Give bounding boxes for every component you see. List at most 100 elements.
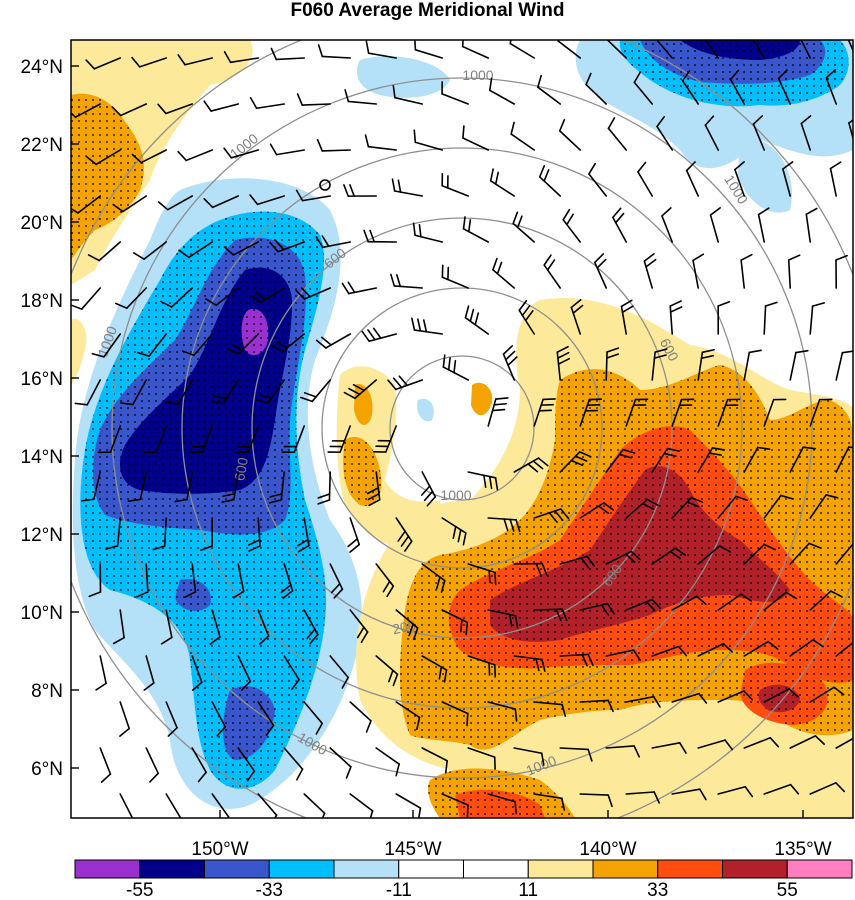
wind-barb [743, 640, 779, 657]
ring-label: 1000 [462, 67, 493, 83]
wind-barb [283, 747, 304, 781]
wind-barb [487, 609, 519, 629]
wind-barb [269, 239, 306, 253]
wind-barb [81, 471, 102, 502]
wind-barb [789, 542, 822, 565]
wind-barb [127, 471, 148, 502]
wind-barb [637, 161, 654, 197]
wind-barb [533, 793, 566, 811]
wind-barb [829, 161, 842, 197]
wind-barb [412, 222, 444, 243]
wind-barb [729, 69, 746, 105]
wind-barb [800, 40, 812, 59]
wind-barb [329, 655, 349, 689]
wind-barb [533, 701, 567, 717]
wind-barb [467, 563, 497, 586]
wind-barb [697, 447, 726, 473]
wind-barb [413, 40, 444, 59]
wind-barb [809, 782, 846, 795]
wind-barb [593, 253, 608, 289]
wind-barb [177, 149, 214, 162]
wind-barb [777, 69, 792, 105]
wind-barb [835, 446, 853, 473]
wind-barb [835, 254, 848, 289]
wind-barb [114, 287, 148, 309]
wind-barb [697, 642, 733, 657]
wind-barb [131, 56, 168, 68]
lat-label: 20°N [21, 213, 63, 234]
wind-barb [656, 116, 674, 151]
map-title: F060 Average Meridional Wind [290, 0, 565, 21]
wind-barb [538, 164, 562, 197]
colorbar-swatch [204, 859, 270, 879]
wind-barb [329, 563, 344, 599]
wind-barb [91, 333, 122, 358]
wind-barb [643, 253, 657, 289]
wind-barb [178, 241, 214, 259]
wind-barb [585, 72, 608, 105]
wind-barb [237, 747, 256, 782]
lat-label: 6°N [31, 759, 63, 780]
wind-barb [782, 161, 794, 197]
colorbar-swatch [268, 859, 335, 879]
wind-barb [543, 254, 562, 289]
wind-barb [562, 208, 582, 243]
wind-barb [205, 287, 240, 307]
wind-barb [317, 44, 352, 59]
wind-barb [203, 100, 240, 112]
wind-barb [487, 793, 517, 815]
lat-label: 24°N [21, 57, 63, 78]
wind-barb [847, 40, 853, 53]
wind-barb [165, 379, 194, 406]
wind-barb [303, 609, 319, 645]
wind-barb [363, 229, 398, 243]
wind-barb [119, 701, 130, 737]
wind-barb [255, 379, 286, 404]
colorbar: -55 -33 -11 11 33 55 [74, 859, 853, 900]
wind-barb [717, 690, 754, 703]
wind-barb [697, 348, 715, 381]
wind-barb [237, 655, 252, 691]
wind-barb [558, 118, 582, 151]
wind-barb [391, 178, 424, 197]
wind-barb [395, 517, 413, 552]
wind-barb [181, 333, 214, 357]
wind-barb [579, 699, 614, 713]
wind-barb [743, 446, 771, 473]
wind-barb [570, 299, 584, 335]
wind-barb [488, 77, 516, 105]
wind-barb [605, 745, 641, 758]
wind-barb [605, 347, 620, 381]
wind-barb [692, 253, 705, 289]
wind-barb [160, 287, 194, 308]
wind-barb [835, 641, 853, 657]
wind-barb [71, 195, 102, 214]
colorbar-swatch [139, 859, 205, 879]
wind-barb [420, 471, 437, 507]
wind-barb [559, 747, 593, 762]
wind-barb [223, 241, 260, 256]
lat-label: 22°N [21, 135, 63, 156]
wind-barb [387, 375, 424, 391]
wind-barb [492, 257, 516, 289]
wind-barb [464, 305, 490, 335]
wind-barb [835, 542, 853, 565]
lon-label: 135°W [774, 839, 831, 860]
wind-barb [579, 602, 615, 616]
wind-barb [85, 57, 122, 70]
wind-barb [315, 333, 352, 349]
wind-barb [441, 609, 469, 636]
wind-barb [697, 545, 731, 565]
wind-barb [365, 40, 398, 59]
wind-barb [413, 129, 444, 151]
wind-barb [157, 103, 194, 115]
lat-label: 8°N [31, 681, 63, 702]
wind-barb [789, 446, 816, 473]
wind-barb [487, 701, 518, 722]
wind-barb [97, 425, 122, 454]
calm-wind-marker [319, 179, 331, 191]
wind-barb [441, 793, 469, 818]
wind-barb [704, 40, 720, 59]
wind-barb [189, 425, 214, 454]
